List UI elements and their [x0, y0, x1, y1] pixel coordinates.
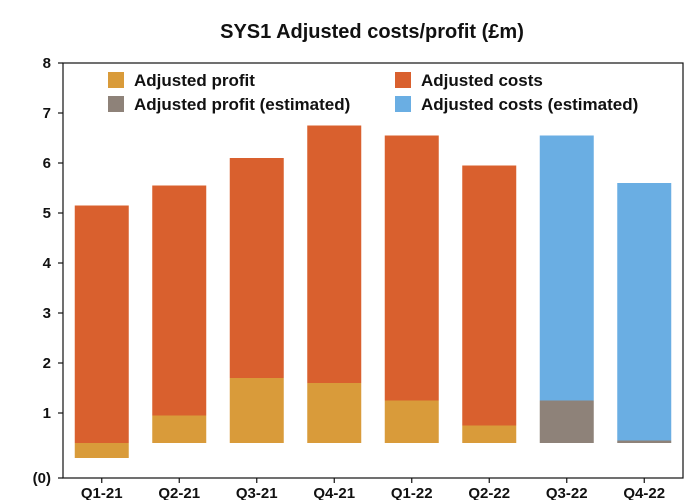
legend: Adjusted profit Adjusted profit (estimate…: [108, 71, 638, 114]
x-axis-labels: Q1-21 Q2-21 Q3-21 Q4-21 Q1-22 Q2-22 Q3-22 Q4-22: [81, 478, 665, 500]
x-tick-label: Q3-22: [546, 485, 588, 500]
bar-adjusted-costs-q1-22: [384, 135, 439, 401]
bar-adjusted-profit-q2-22: [462, 425, 517, 443]
y-tick-label: 4: [43, 255, 52, 272]
plot-area-frame: [62, 62, 684, 479]
y-tick-label: 8: [43, 55, 51, 72]
y-tick-label: 5: [43, 205, 51, 222]
legend-label: Adjusted costs (estimated): [421, 95, 638, 114]
bar-adjusted-costs-q3-21: [229, 158, 284, 378]
bar-adjusted-profit-q1-21: [74, 443, 129, 458]
bar-adjusted-costs-estimated-q3-22: [539, 135, 594, 401]
y-tick-label: 2: [43, 355, 51, 372]
x-tick-label: Q1-22: [391, 485, 433, 500]
bar-adjusted-costs-q4-21: [307, 125, 362, 383]
legend-swatch: [395, 96, 411, 112]
bar-adjusted-costs-q2-22: [462, 165, 517, 426]
legend-label: Adjusted profit: [134, 71, 255, 90]
bar-adjusted-profit-q3-21: [229, 378, 284, 443]
y-tick-label: 1: [43, 405, 51, 422]
bar-adjusted-profit-q2-21: [152, 415, 207, 443]
legend-swatch: [395, 72, 411, 88]
x-tick-label: Q3-21: [236, 485, 278, 500]
y-tick-label: 6: [43, 155, 51, 172]
bar-adjusted-profit-estimated-q4-22: [617, 440, 672, 443]
bar-adjusted-costs-q1-21: [74, 205, 129, 443]
legend-label: Adjusted profit (estimated): [134, 95, 350, 114]
legend-label: Adjusted costs: [421, 71, 543, 90]
y-axis-ticks: (0) 1 2 3 4 5 6 7 8: [33, 55, 63, 487]
chart-title: SYS1 Adjusted costs/profit (£m): [220, 21, 524, 43]
x-tick-label: Q4-22: [623, 485, 665, 500]
y-tick-label: (0): [33, 470, 51, 487]
legend-swatch: [108, 72, 124, 88]
bar-adjusted-costs-estimated-q4-22: [617, 183, 672, 441]
bar-adjusted-profit-q4-21: [307, 383, 362, 443]
x-tick-label: Q2-22: [468, 485, 510, 500]
bar-adjusted-costs-q2-21: [152, 185, 207, 416]
bar-adjusted-profit-q1-22: [384, 400, 439, 443]
y-tick-label: 3: [43, 305, 51, 322]
x-tick-label: Q4-21: [313, 485, 355, 500]
x-tick-label: Q1-21: [81, 485, 123, 500]
bars: [74, 125, 672, 458]
bar-adjusted-profit-estimated-q3-22: [539, 400, 594, 443]
legend-swatch: [108, 96, 124, 112]
y-tick-label: 7: [43, 105, 51, 122]
x-tick-label: Q2-21: [158, 485, 200, 500]
